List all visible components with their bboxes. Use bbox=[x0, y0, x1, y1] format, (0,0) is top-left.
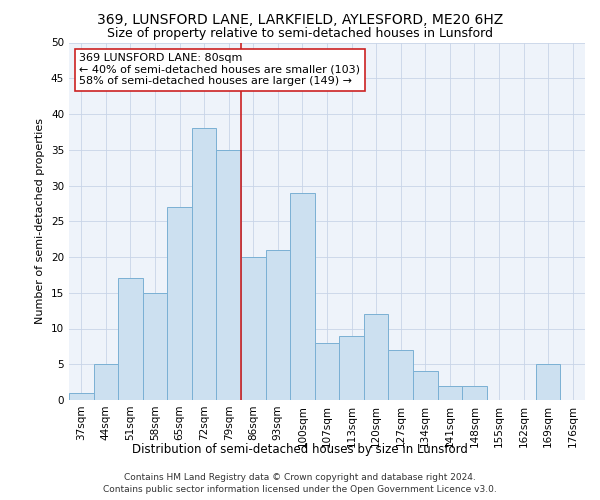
Y-axis label: Number of semi-detached properties: Number of semi-detached properties bbox=[35, 118, 46, 324]
Bar bbox=[388, 350, 413, 400]
Bar bbox=[339, 336, 364, 400]
Text: Contains HM Land Registry data © Crown copyright and database right 2024.: Contains HM Land Registry data © Crown c… bbox=[124, 472, 476, 482]
Bar bbox=[118, 278, 143, 400]
Bar bbox=[536, 364, 560, 400]
Bar bbox=[192, 128, 217, 400]
Text: 369, LUNSFORD LANE, LARKFIELD, AYLESFORD, ME20 6HZ: 369, LUNSFORD LANE, LARKFIELD, AYLESFORD… bbox=[97, 12, 503, 26]
Bar bbox=[143, 293, 167, 400]
Text: Distribution of semi-detached houses by size in Lunsford: Distribution of semi-detached houses by … bbox=[132, 442, 468, 456]
Bar bbox=[437, 386, 462, 400]
Bar bbox=[94, 364, 118, 400]
Bar bbox=[364, 314, 388, 400]
Bar bbox=[413, 372, 437, 400]
Bar bbox=[462, 386, 487, 400]
Bar bbox=[290, 192, 315, 400]
Bar bbox=[217, 150, 241, 400]
Text: 369 LUNSFORD LANE: 80sqm
← 40% of semi-detached houses are smaller (103)
58% of : 369 LUNSFORD LANE: 80sqm ← 40% of semi-d… bbox=[79, 53, 361, 86]
Bar bbox=[315, 343, 339, 400]
Text: Contains public sector information licensed under the Open Government Licence v3: Contains public sector information licen… bbox=[103, 485, 497, 494]
Bar bbox=[241, 257, 266, 400]
Bar bbox=[69, 393, 94, 400]
Bar bbox=[266, 250, 290, 400]
Text: Size of property relative to semi-detached houses in Lunsford: Size of property relative to semi-detach… bbox=[107, 28, 493, 40]
Bar bbox=[167, 207, 192, 400]
